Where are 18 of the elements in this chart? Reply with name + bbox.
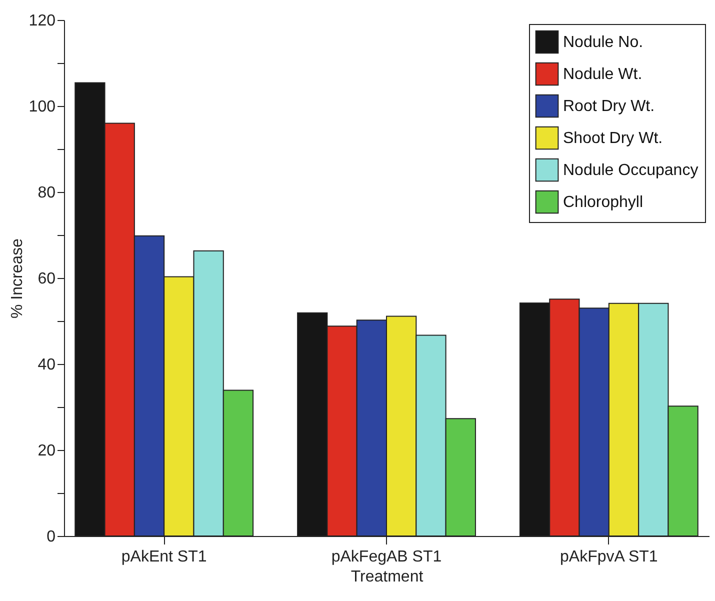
y-tick-label: 80 <box>38 184 56 202</box>
y-axis-title: % Increase <box>8 238 26 319</box>
legend-label: Chlorophyll <box>563 194 644 211</box>
y-tick-label: 120 <box>28 12 56 30</box>
y-tick-label: 0 <box>46 528 56 546</box>
y-tick-label: 20 <box>38 442 56 460</box>
y-tick-label: 60 <box>38 270 56 288</box>
legend-label: Nodule Occupancy <box>563 162 698 179</box>
legend-label: Root Dry Wt. <box>563 98 655 115</box>
y-tick-label: 40 <box>38 356 56 374</box>
legend-label: Nodule No. <box>563 34 644 51</box>
x-axis-title: Treatment <box>350 568 424 586</box>
legend-label: Nodule Wt. <box>563 66 642 83</box>
x-tick-label: pAkEnt ST1 <box>121 548 207 566</box>
x-tick-label: pAkFegAB ST1 <box>331 548 442 566</box>
x-tick-label: pAkFpvA ST1 <box>560 548 658 566</box>
legend-label: Shoot Dry Wt. <box>563 130 663 147</box>
y-tick-label: 100 <box>28 98 56 116</box>
